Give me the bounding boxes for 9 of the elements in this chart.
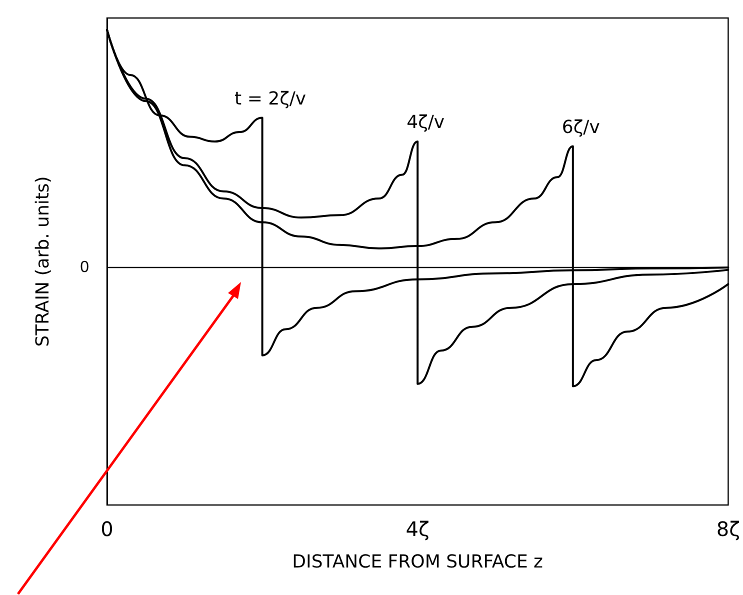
x-tick-label: 8ζ [716, 517, 740, 541]
x-tick-label: 0 [100, 517, 114, 541]
annotation: 6ζ/v [562, 116, 600, 138]
annotation: 4ζ/v [406, 112, 445, 134]
y-axis-title: STRAIN (arb. units) [32, 176, 54, 347]
x-axis-title: DISTANCE FROM SURFACE z [292, 552, 544, 572]
annotation: t = 2ζ/v [234, 88, 306, 110]
ref-line-label: 0 [80, 258, 90, 276]
x-tick-label: 4ζ [406, 517, 430, 541]
